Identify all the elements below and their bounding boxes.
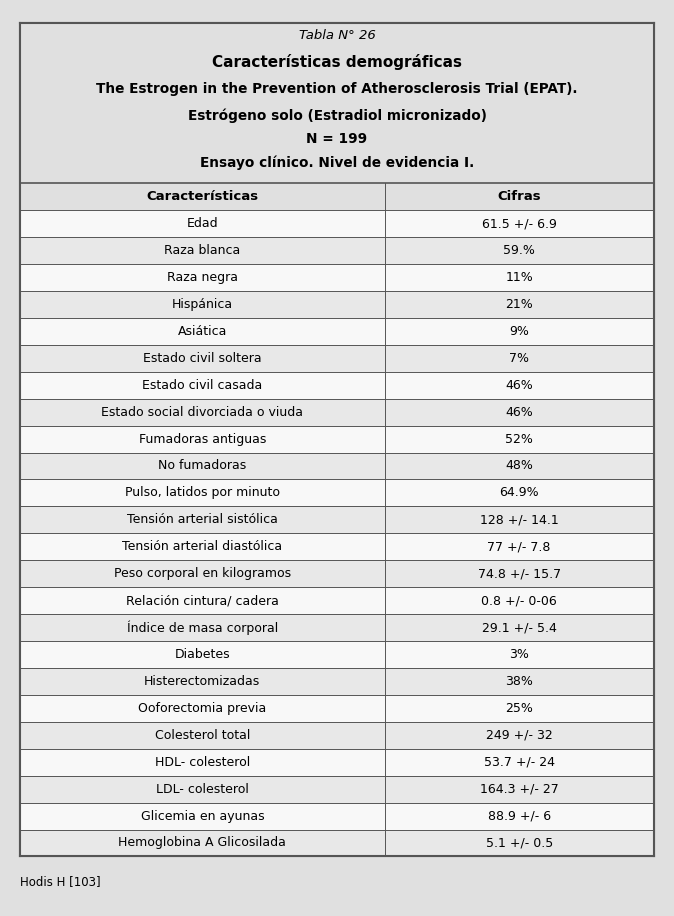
Bar xyxy=(20,641,654,668)
Text: 48%: 48% xyxy=(506,460,533,473)
Text: 5.1 +/- 0.5: 5.1 +/- 0.5 xyxy=(485,836,553,849)
Text: The Estrogen in the Prevention of Atherosclerosis Trial (EPAT).: The Estrogen in the Prevention of Athero… xyxy=(96,82,578,96)
Bar xyxy=(20,507,654,533)
Text: Hemoglobina A Glicosilada: Hemoglobina A Glicosilada xyxy=(119,836,286,849)
Bar xyxy=(20,748,654,776)
Bar xyxy=(20,264,654,291)
Text: 59.%: 59.% xyxy=(503,244,535,257)
Bar xyxy=(20,802,654,830)
Text: Ensayo clínico. Nivel de evidencia I.: Ensayo clínico. Nivel de evidencia I. xyxy=(200,156,474,170)
Text: Raza blanca: Raza blanca xyxy=(164,244,241,257)
Bar xyxy=(20,695,654,722)
Text: 249 +/- 32: 249 +/- 32 xyxy=(486,729,553,742)
Text: Estado civil soltera: Estado civil soltera xyxy=(143,352,262,365)
Text: Fumadoras antiguas: Fumadoras antiguas xyxy=(139,432,266,445)
Text: 52%: 52% xyxy=(506,432,533,445)
Text: 88.9 +/- 6: 88.9 +/- 6 xyxy=(487,810,551,823)
Text: Tabla N° 26: Tabla N° 26 xyxy=(299,29,375,42)
Bar xyxy=(20,318,654,344)
Text: No fumadoras: No fumadoras xyxy=(158,460,247,473)
Text: 46%: 46% xyxy=(506,378,533,392)
Text: Cifras: Cifras xyxy=(497,191,541,203)
Text: Hodis H [103]: Hodis H [103] xyxy=(20,876,101,889)
Text: 29.1 +/- 5.4: 29.1 +/- 5.4 xyxy=(482,621,557,634)
Text: Glicemia en ayunas: Glicemia en ayunas xyxy=(141,810,264,823)
Bar xyxy=(20,776,654,802)
Text: LDL- colesterol: LDL- colesterol xyxy=(156,782,249,796)
Bar xyxy=(20,237,654,264)
Text: Hispánica: Hispánica xyxy=(172,298,233,311)
Bar xyxy=(20,210,654,237)
Text: 46%: 46% xyxy=(506,406,533,419)
Text: 38%: 38% xyxy=(506,675,533,688)
Bar xyxy=(20,183,654,210)
Bar xyxy=(20,426,654,453)
Text: Ooforectomia previa: Ooforectomia previa xyxy=(138,702,266,714)
Text: Estado civil casada: Estado civil casada xyxy=(142,378,262,392)
Text: Índice de masa corporal: Índice de masa corporal xyxy=(127,620,278,635)
Text: 53.7 +/- 24: 53.7 +/- 24 xyxy=(484,756,555,769)
Text: Tensión arterial sistólica: Tensión arterial sistólica xyxy=(127,513,278,527)
Text: 7%: 7% xyxy=(509,352,529,365)
Text: 61.5 +/- 6.9: 61.5 +/- 6.9 xyxy=(482,217,557,230)
Bar xyxy=(20,453,654,479)
Text: Asiática: Asiática xyxy=(178,325,227,338)
Text: 25%: 25% xyxy=(506,702,533,714)
Text: 77 +/- 7.8: 77 +/- 7.8 xyxy=(487,540,551,553)
Bar xyxy=(20,23,654,183)
Text: N = 199: N = 199 xyxy=(307,132,367,146)
Bar xyxy=(20,344,654,372)
Text: Tensión arterial diastólica: Tensión arterial diastólica xyxy=(122,540,282,553)
Text: 9%: 9% xyxy=(510,325,529,338)
Text: 164.3 +/- 27: 164.3 +/- 27 xyxy=(480,782,559,796)
Bar xyxy=(20,372,654,398)
Text: Peso corporal en kilogramos: Peso corporal en kilogramos xyxy=(114,567,291,580)
Bar xyxy=(20,561,654,587)
Bar xyxy=(20,533,654,561)
Bar xyxy=(20,479,654,507)
Bar xyxy=(20,668,654,695)
Text: HDL- colesterol: HDL- colesterol xyxy=(155,756,250,769)
Text: Estado social divorciada o viuda: Estado social divorciada o viuda xyxy=(101,406,303,419)
Text: Características demográficas: Características demográficas xyxy=(212,54,462,70)
Text: Colesterol total: Colesterol total xyxy=(154,729,250,742)
Text: 0.8 +/- 0-06: 0.8 +/- 0-06 xyxy=(481,594,557,607)
Text: Características: Características xyxy=(146,191,258,203)
Bar xyxy=(20,587,654,614)
Bar xyxy=(20,398,654,426)
Bar xyxy=(20,291,654,318)
Text: 21%: 21% xyxy=(506,298,533,311)
Text: Diabetes: Diabetes xyxy=(175,648,231,661)
Bar xyxy=(20,830,654,856)
Bar xyxy=(20,614,654,641)
Text: Pulso, latidos por minuto: Pulso, latidos por minuto xyxy=(125,486,280,499)
Text: 74.8 +/- 15.7: 74.8 +/- 15.7 xyxy=(478,567,561,580)
Text: 11%: 11% xyxy=(506,271,533,284)
Text: Relación cintura/ cadera: Relación cintura/ cadera xyxy=(126,594,279,607)
Text: Raza negra: Raza negra xyxy=(167,271,238,284)
Text: 128 +/- 14.1: 128 +/- 14.1 xyxy=(480,513,559,527)
Text: 64.9%: 64.9% xyxy=(499,486,539,499)
Text: Edad: Edad xyxy=(187,217,218,230)
Bar xyxy=(20,722,654,748)
Text: Histerectomizadas: Histerectomizadas xyxy=(144,675,260,688)
Text: 3%: 3% xyxy=(510,648,529,661)
Text: Estrógeno solo (Estradiol micronizado): Estrógeno solo (Estradiol micronizado) xyxy=(187,108,487,123)
